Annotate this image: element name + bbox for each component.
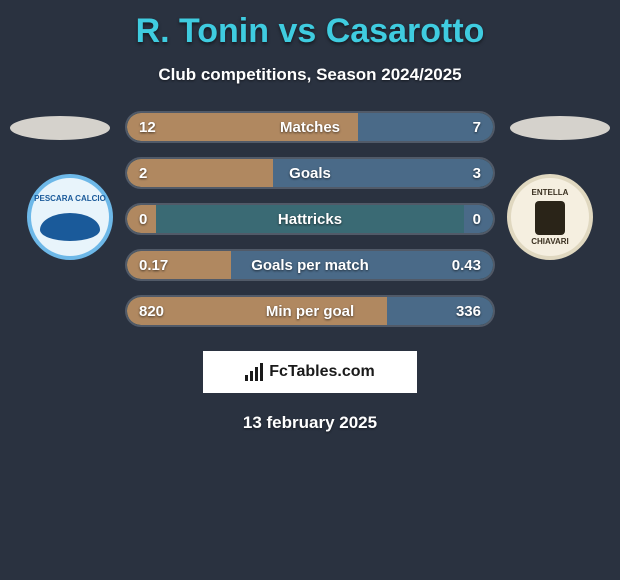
silhouette-icon: [535, 201, 565, 235]
right-player-ellipse: [510, 116, 610, 140]
stat-label: Goals: [127, 159, 493, 187]
left-club-name: PESCARA CALCIO: [34, 194, 106, 203]
stat-label: Hattricks: [127, 205, 493, 233]
brand-badge: FcTables.com: [203, 351, 417, 393]
right-club-subname: CHIAVARI: [531, 237, 568, 246]
stat-label: Min per goal: [127, 297, 493, 325]
stat-label: Goals per match: [127, 251, 493, 279]
dolphin-icon: [40, 213, 100, 241]
stat-label: Matches: [127, 113, 493, 141]
page-title: R. Tonin vs Casarotto: [0, 0, 620, 51]
stat-row: 12 7 Matches: [125, 111, 495, 143]
date-text: 13 february 2025: [0, 413, 620, 433]
right-club-badge: ENTELLA CHIAVARI: [507, 174, 593, 260]
chart-icon: [245, 363, 263, 381]
brand-text: FcTables.com: [269, 363, 375, 381]
left-club-badge: PESCARA CALCIO: [27, 174, 113, 260]
stat-row: 820 336 Min per goal: [125, 295, 495, 327]
left-player-ellipse: [10, 116, 110, 140]
stat-row: 2 3 Goals: [125, 157, 495, 189]
comparison-panel: PESCARA CALCIO ENTELLA CHIAVARI 12 7 Mat…: [0, 111, 620, 433]
right-club-name: ENTELLA: [532, 188, 569, 197]
subtitle: Club competitions, Season 2024/2025: [0, 65, 620, 85]
stat-bars: 12 7 Matches 2 3 Goals 0 0 Hattricks 0.1…: [125, 111, 495, 327]
stat-row: 0 0 Hattricks: [125, 203, 495, 235]
stat-row: 0.17 0.43 Goals per match: [125, 249, 495, 281]
